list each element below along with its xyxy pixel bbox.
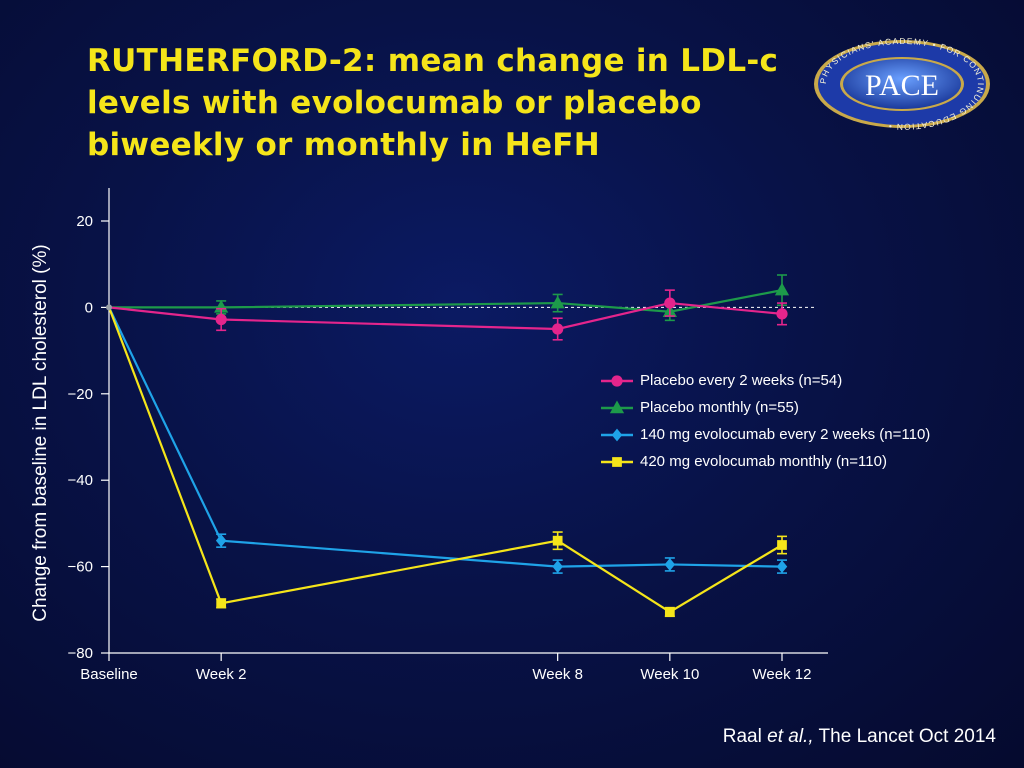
series-3-point — [664, 607, 675, 617]
series-3-point — [777, 540, 787, 550]
y-tick-label: 20 — [76, 213, 93, 230]
series-2-point — [776, 560, 788, 573]
x-tick-label: Week 2 — [196, 666, 247, 683]
series-1-point — [550, 295, 565, 309]
y-tick-label: 0 — [85, 299, 93, 316]
series-0-point — [776, 308, 788, 320]
y-tick-label: −40 — [68, 472, 93, 489]
x-tick-label: Week 8 — [532, 666, 583, 683]
series-3 — [107, 307, 787, 618]
citation-source: The Lancet Oct 2014 — [813, 726, 996, 747]
y-tick-label: −80 — [68, 645, 93, 662]
series-2-point — [215, 534, 227, 548]
baseline-point — [106, 304, 112, 311]
legend-symbol — [601, 400, 633, 413]
series-2-point — [664, 558, 676, 571]
series-0-point — [552, 323, 564, 335]
citation-author: Raal — [722, 726, 768, 747]
logo-text: PACE — [865, 69, 939, 102]
x-tick-label: Week 10 — [640, 666, 699, 683]
series-2-point — [552, 560, 563, 573]
series-0-point — [215, 313, 227, 326]
legend-symbol — [601, 456, 633, 467]
legend-label: 140 mg evolocumab every 2 weeks (n=110) — [640, 426, 931, 443]
y-tick-label: −60 — [68, 559, 93, 576]
legend-item: 140 mg evolocumab every 2 weeks (n=110) — [600, 421, 930, 448]
legend-symbol — [601, 428, 633, 441]
legend-symbol — [601, 374, 633, 387]
series-2 — [108, 306, 788, 574]
citation-etal: et al., — [767, 726, 814, 747]
pace-logo: PHYSICIANS' ACADEMY • FOR CONTINUING EDU… — [814, 38, 990, 130]
legend-label: Placebo monthly (n=55) — [640, 399, 799, 416]
series-1-point — [774, 282, 790, 296]
x-tick-label: Baseline — [80, 666, 138, 683]
series-3-point — [552, 535, 563, 546]
chart-legend: Placebo every 2 weeks (n=54) Placebo mont… — [600, 367, 930, 475]
y-tick-label: −20 — [68, 386, 93, 403]
legend-item: 420 mg evolocumab monthly (n=110) — [600, 448, 930, 475]
series-0 — [108, 289, 788, 341]
legend-label: Placebo every 2 weeks (n=54) — [640, 372, 843, 389]
series-3-point — [216, 598, 227, 609]
citation: Raal et al., The Lancet Oct 2014 — [723, 726, 996, 748]
slide-title: RUTHERFORD-2: mean change in LDL-c level… — [87, 43, 779, 163]
series-0-point — [664, 297, 676, 309]
legend-item: Placebo monthly (n=55) — [600, 394, 930, 421]
legend-item: Placebo every 2 weeks (n=54) — [600, 367, 930, 394]
series-1-line — [109, 289, 783, 313]
series-1 — [109, 274, 790, 322]
legend-label: 420 mg evolocumab monthly (n=110) — [640, 453, 887, 470]
x-tick-label: Week 12 — [753, 666, 812, 683]
